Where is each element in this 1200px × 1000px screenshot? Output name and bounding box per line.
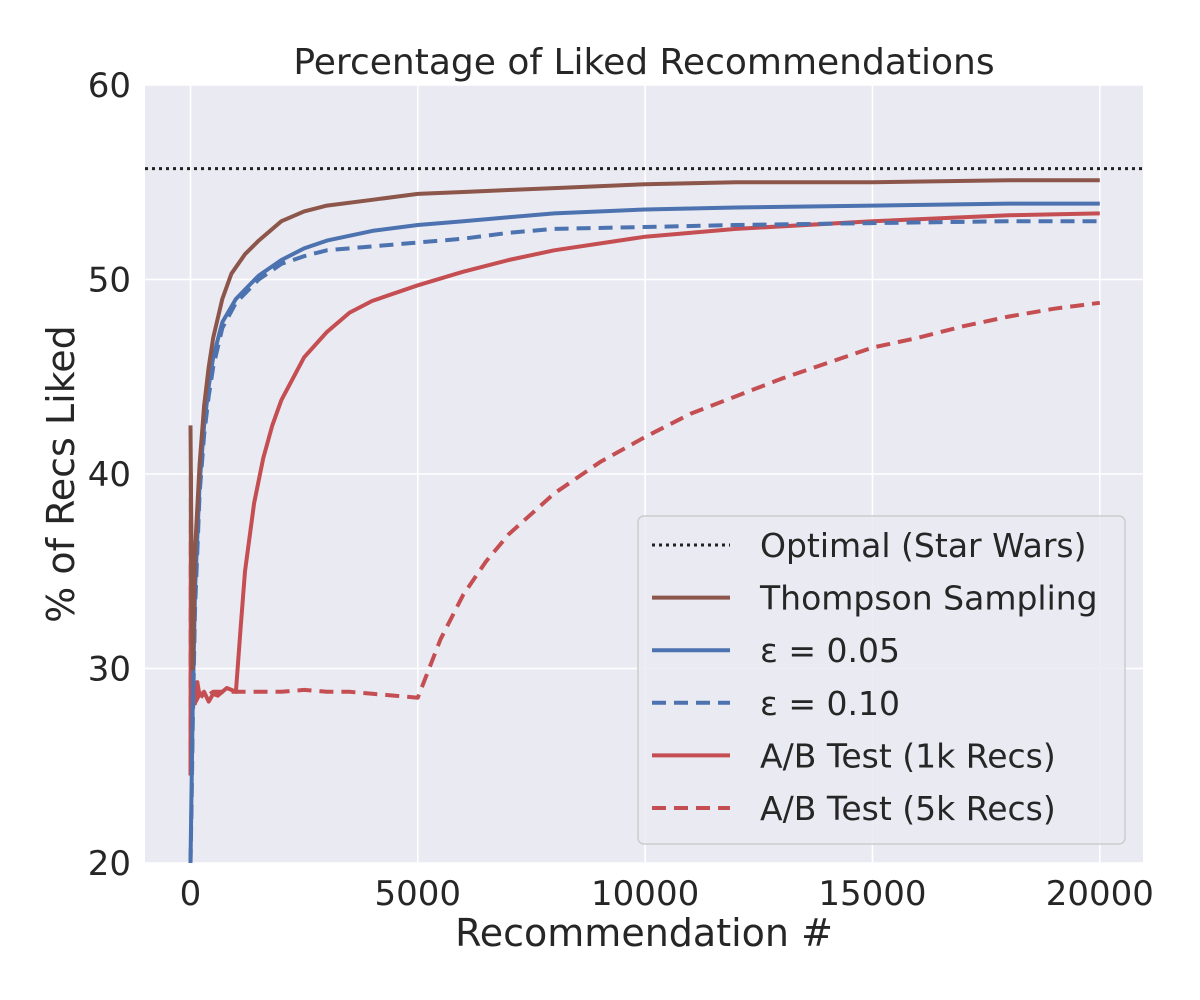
x-axis-label: Recommendation # xyxy=(455,911,833,955)
y-tick-label: 40 xyxy=(88,455,131,495)
chart-title: Percentage of Liked Recommendations xyxy=(293,42,994,83)
y-tick-label: 20 xyxy=(88,844,131,884)
legend-label: ε = 0.05 xyxy=(760,631,900,670)
y-axis-ticks: 20 30 40 50 60 xyxy=(88,66,131,884)
legend-label: Thompson Sampling xyxy=(759,579,1098,618)
legend: Optimal (Star Wars) Thompson Sampling ε = … xyxy=(637,515,1126,845)
legend-label: A/B Test (1k Recs) xyxy=(760,736,1056,775)
x-tick-label: 0 xyxy=(180,874,202,914)
y-tick-label: 50 xyxy=(88,261,131,301)
y-tick-label: 30 xyxy=(88,650,131,690)
legend-label: A/B Test (5k Recs) xyxy=(760,789,1056,828)
x-tick-label: 15000 xyxy=(818,874,926,914)
x-tick-label: 20000 xyxy=(1046,874,1154,914)
legend-box xyxy=(637,515,1126,845)
legend-label: Optimal (Star Wars) xyxy=(760,526,1086,565)
y-tick-label: 60 xyxy=(88,66,131,106)
series-line-1 xyxy=(188,178,1100,671)
x-tick-label: 10000 xyxy=(591,874,699,914)
y-axis-label: % of Recs Liked xyxy=(39,325,83,623)
x-tick-label: 5000 xyxy=(375,874,462,914)
series-line-4 xyxy=(188,211,1100,776)
series-line-5 xyxy=(188,300,1101,776)
legend-label: ε = 0.10 xyxy=(760,684,900,723)
x-axis-ticks: 0 5000 10000 15000 20000 xyxy=(180,874,1154,914)
series-group xyxy=(145,167,1143,863)
